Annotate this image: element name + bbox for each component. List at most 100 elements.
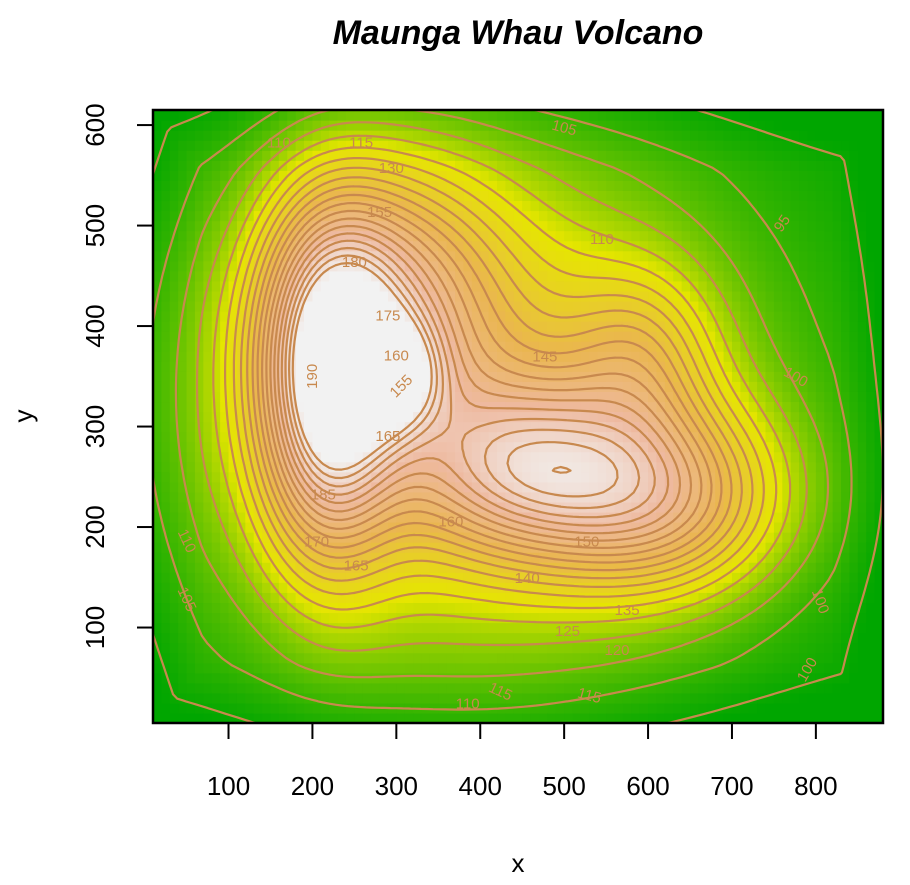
heatmap-cell	[169, 602, 179, 614]
heatmap-cell	[337, 562, 347, 573]
heatmap-cell	[329, 572, 339, 583]
heatmap-cell	[673, 240, 683, 252]
heatmap-cell	[438, 522, 448, 533]
heatmap-cell	[748, 401, 758, 413]
heatmap-cell	[379, 471, 389, 483]
heatmap-cell	[530, 441, 540, 453]
heatmap-cell	[396, 672, 406, 684]
heatmap-cell	[161, 491, 171, 503]
heatmap-cell	[547, 300, 557, 312]
heatmap-cell	[731, 130, 741, 141]
heatmap-cell	[740, 562, 750, 573]
heatmap-cell	[203, 511, 213, 523]
heatmap-cell	[480, 331, 490, 342]
heatmap-cell	[186, 391, 196, 403]
heatmap-cell	[765, 582, 775, 593]
heatmap-cell	[622, 511, 632, 523]
heatmap-cell	[236, 692, 246, 704]
heatmap-cell	[748, 160, 758, 171]
heatmap-cell	[178, 220, 188, 232]
heatmap-cell	[706, 692, 716, 704]
heatmap-cell	[169, 481, 179, 493]
heatmap-cell	[790, 522, 800, 533]
heatmap-cell	[295, 190, 305, 202]
heatmap-cell	[245, 431, 255, 443]
heatmap-cell	[161, 120, 171, 131]
heatmap-cell	[614, 712, 624, 723]
heatmap-cell	[740, 240, 750, 252]
heatmap-cell	[463, 300, 473, 312]
heatmap-cell	[706, 130, 716, 141]
heatmap-cell	[782, 321, 792, 332]
heatmap-cell	[396, 321, 406, 332]
heatmap-cell	[278, 220, 288, 232]
heatmap-cell	[404, 391, 414, 403]
heatmap-cell	[413, 522, 423, 533]
heatmap-cell	[295, 351, 305, 362]
heatmap-cell	[731, 672, 741, 684]
heatmap-cell	[228, 250, 238, 262]
heatmap-cell	[522, 532, 532, 543]
heatmap-cell	[589, 642, 599, 654]
heatmap-cell	[404, 120, 414, 131]
heatmap-cell	[245, 421, 255, 433]
heatmap-cell	[178, 331, 188, 342]
heatmap-cell	[429, 190, 439, 202]
heatmap-cell	[455, 431, 465, 443]
heatmap-cell	[505, 501, 515, 513]
heatmap-cell	[740, 622, 750, 634]
heatmap-cell	[404, 230, 414, 242]
heatmap-cell	[253, 491, 263, 503]
heatmap-cell	[564, 120, 574, 131]
heatmap-cell	[790, 602, 800, 614]
heatmap-cell	[304, 270, 314, 282]
heatmap-cell	[690, 441, 699, 453]
heatmap-cell	[345, 280, 355, 292]
heatmap-cell	[648, 310, 658, 322]
heatmap-cell	[631, 230, 641, 242]
heatmap-cell	[471, 170, 481, 181]
heatmap-cell	[639, 180, 649, 191]
heatmap-cell	[538, 310, 548, 322]
heatmap-cell	[287, 542, 297, 553]
heatmap-cell	[455, 170, 465, 181]
heatmap-cell	[748, 511, 758, 523]
heatmap-cell	[169, 582, 179, 593]
heatmap-cell	[203, 542, 213, 553]
heatmap-cell	[530, 602, 540, 614]
heatmap-cell	[295, 471, 305, 483]
heatmap-cell	[580, 180, 590, 191]
heatmap-cell	[790, 391, 800, 403]
heatmap-cell	[564, 200, 574, 212]
heatmap-cell	[220, 491, 230, 503]
heatmap-cell	[169, 391, 179, 403]
heatmap-cell	[345, 431, 355, 443]
heatmap-cell	[304, 110, 314, 121]
heatmap-cell	[203, 290, 213, 302]
heatmap-cell	[270, 331, 280, 342]
heatmap-cell	[807, 421, 817, 433]
heatmap-cell	[270, 511, 280, 523]
heatmap-cell	[723, 431, 733, 443]
heatmap-cell	[304, 642, 314, 654]
heatmap-cell	[396, 592, 406, 604]
heatmap-cell	[723, 481, 733, 493]
heatmap-cell	[807, 220, 817, 232]
heatmap-cell	[757, 270, 767, 282]
heatmap-cell	[505, 160, 515, 171]
heatmap-cell	[488, 160, 498, 171]
heatmap-cell	[345, 170, 355, 181]
heatmap-cell	[262, 220, 272, 232]
heatmap-cell	[354, 140, 364, 151]
heatmap-cell	[203, 602, 213, 614]
heatmap-cell	[706, 210, 716, 222]
heatmap-cell	[153, 331, 162, 342]
heatmap-cell	[186, 652, 196, 664]
heatmap-cell	[790, 491, 800, 503]
heatmap-cell	[471, 240, 481, 252]
heatmap-cell	[673, 210, 683, 222]
heatmap-cell	[153, 652, 162, 664]
heatmap-cell	[429, 491, 439, 503]
heatmap-cell	[799, 662, 809, 674]
heatmap-cell	[304, 120, 314, 131]
